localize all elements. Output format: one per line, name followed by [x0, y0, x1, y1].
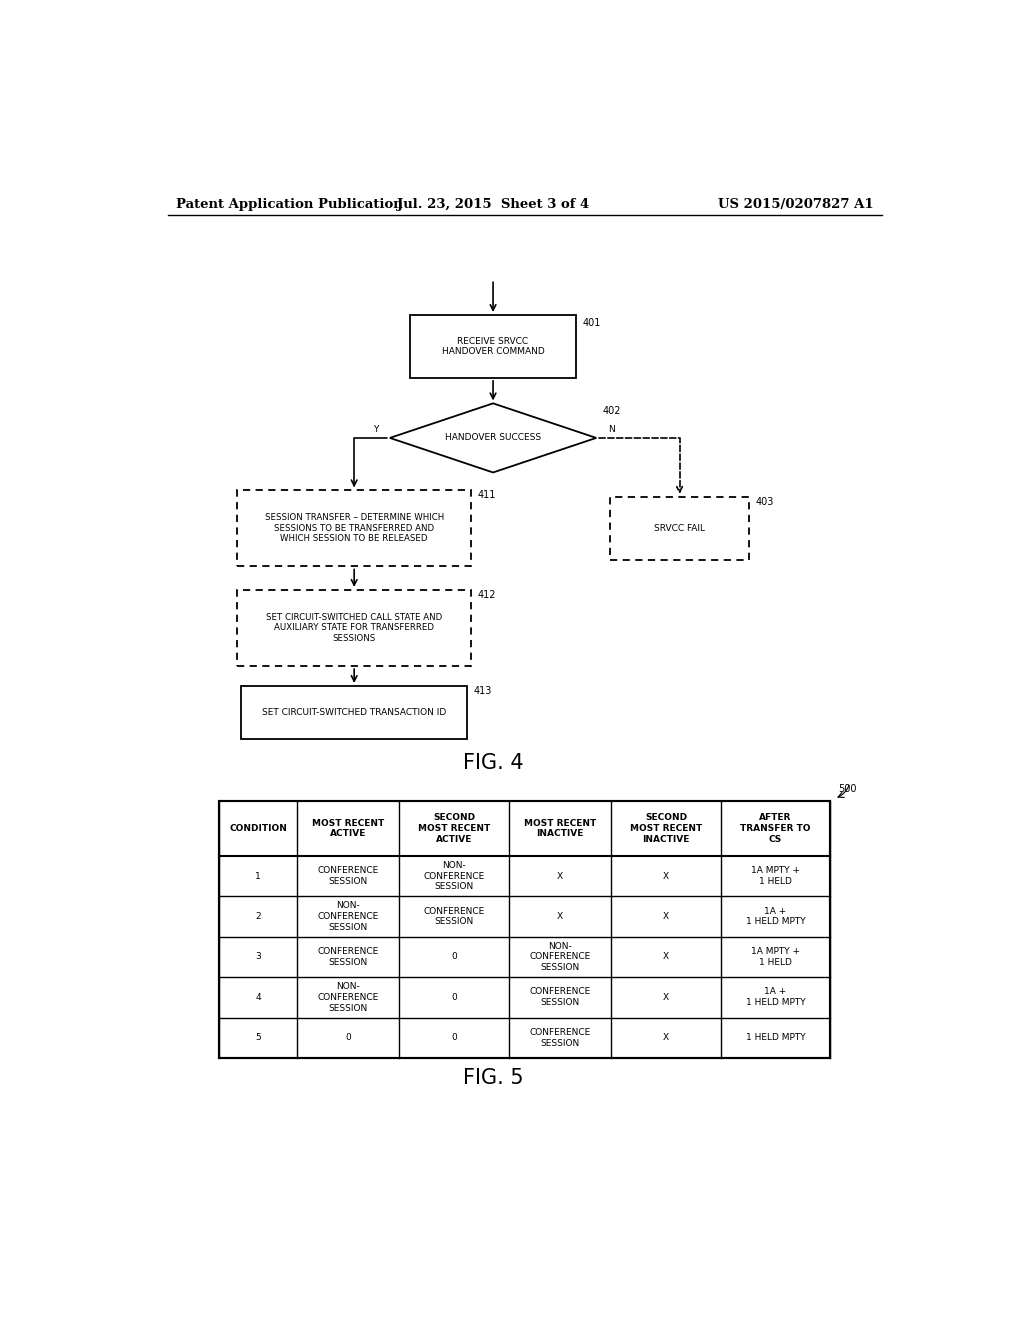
Bar — [238, 490, 471, 566]
Text: AFTER
TRANSFER TO
CS: AFTER TRANSFER TO CS — [740, 813, 811, 843]
Bar — [238, 590, 471, 667]
Text: X: X — [664, 871, 670, 880]
Text: 1: 1 — [255, 871, 261, 880]
Text: 412: 412 — [477, 590, 496, 599]
Text: 0: 0 — [452, 993, 457, 1002]
Text: HANDOVER SUCCESS: HANDOVER SUCCESS — [445, 433, 541, 442]
Text: 1A MPTY +
1 HELD: 1A MPTY + 1 HELD — [751, 866, 800, 886]
Text: Y: Y — [373, 425, 378, 434]
Text: 402: 402 — [602, 407, 622, 416]
Text: CONFERENCE
SESSION: CONFERENCE SESSION — [424, 907, 484, 927]
Text: 0: 0 — [452, 953, 457, 961]
Text: SECOND
MOST RECENT
INACTIVE: SECOND MOST RECENT INACTIVE — [630, 813, 702, 843]
Text: CONFERENCE
SESSION: CONFERENCE SESSION — [529, 1028, 591, 1048]
Text: X: X — [664, 953, 670, 961]
Bar — [219, 801, 830, 1057]
Text: MOST RECENT
ACTIVE: MOST RECENT ACTIVE — [312, 818, 384, 838]
Text: 411: 411 — [477, 490, 496, 500]
Text: CONFERENCE
SESSION: CONFERENCE SESSION — [317, 866, 379, 886]
Text: X: X — [557, 912, 563, 921]
Bar — [410, 315, 577, 378]
Text: MOST RECENT
INACTIVE: MOST RECENT INACTIVE — [524, 818, 596, 838]
Text: NON-
CONFERENCE
SESSION: NON- CONFERENCE SESSION — [529, 941, 591, 973]
Text: X: X — [664, 1034, 670, 1043]
Text: NON-
CONFERENCE
SESSION: NON- CONFERENCE SESSION — [424, 861, 484, 891]
Text: SET CIRCUIT-SWITCHED CALL STATE AND
AUXILIARY STATE FOR TRANSFERRED
SESSIONS: SET CIRCUIT-SWITCHED CALL STATE AND AUXI… — [266, 612, 442, 643]
Text: X: X — [557, 871, 563, 880]
Text: 403: 403 — [756, 496, 774, 507]
Bar — [241, 686, 467, 739]
Text: 413: 413 — [474, 686, 492, 696]
Bar — [219, 801, 830, 1057]
Text: CONFERENCE
SESSION: CONFERENCE SESSION — [529, 987, 591, 1007]
Text: 1A MPTY +
1 HELD: 1A MPTY + 1 HELD — [751, 948, 800, 966]
Text: SESSION TRANSFER – DETERMINE WHICH
SESSIONS TO BE TRANSFERRED AND
WHICH SESSION : SESSION TRANSFER – DETERMINE WHICH SESSI… — [264, 513, 443, 544]
Text: SECOND
MOST RECENT
ACTIVE: SECOND MOST RECENT ACTIVE — [418, 813, 490, 843]
Text: CONDITION: CONDITION — [229, 824, 287, 833]
Text: SET CIRCUIT-SWITCHED TRANSACTION ID: SET CIRCUIT-SWITCHED TRANSACTION ID — [262, 708, 446, 717]
Text: 3: 3 — [255, 953, 261, 961]
Text: 1A +
1 HELD MPTY: 1A + 1 HELD MPTY — [745, 907, 806, 927]
Text: 0: 0 — [452, 1034, 457, 1043]
Text: 500: 500 — [839, 784, 857, 793]
Text: 1A +
1 HELD MPTY: 1A + 1 HELD MPTY — [745, 987, 806, 1007]
Text: RECEIVE SRVCC
HANDOVER COMMAND: RECEIVE SRVCC HANDOVER COMMAND — [441, 337, 545, 356]
Text: FIG. 5: FIG. 5 — [463, 1068, 523, 1088]
Text: X: X — [664, 912, 670, 921]
Text: Jul. 23, 2015  Sheet 3 of 4: Jul. 23, 2015 Sheet 3 of 4 — [397, 198, 589, 211]
Text: Patent Application Publication: Patent Application Publication — [176, 198, 402, 211]
Text: NON-
CONFERENCE
SESSION: NON- CONFERENCE SESSION — [317, 982, 379, 1012]
Text: US 2015/0207827 A1: US 2015/0207827 A1 — [719, 198, 873, 211]
Text: N: N — [608, 425, 614, 434]
Text: NON-
CONFERENCE
SESSION: NON- CONFERENCE SESSION — [317, 902, 379, 932]
Text: 401: 401 — [583, 318, 601, 327]
Text: 5: 5 — [255, 1034, 261, 1043]
Text: 4: 4 — [255, 993, 261, 1002]
Text: 0: 0 — [345, 1034, 351, 1043]
Text: CONFERENCE
SESSION: CONFERENCE SESSION — [317, 948, 379, 966]
Text: X: X — [664, 993, 670, 1002]
Text: FIG. 4: FIG. 4 — [463, 754, 523, 774]
Text: 2: 2 — [255, 912, 261, 921]
Bar — [610, 496, 749, 560]
Text: SRVCC FAIL: SRVCC FAIL — [654, 524, 706, 533]
Text: 1 HELD MPTY: 1 HELD MPTY — [745, 1034, 806, 1043]
